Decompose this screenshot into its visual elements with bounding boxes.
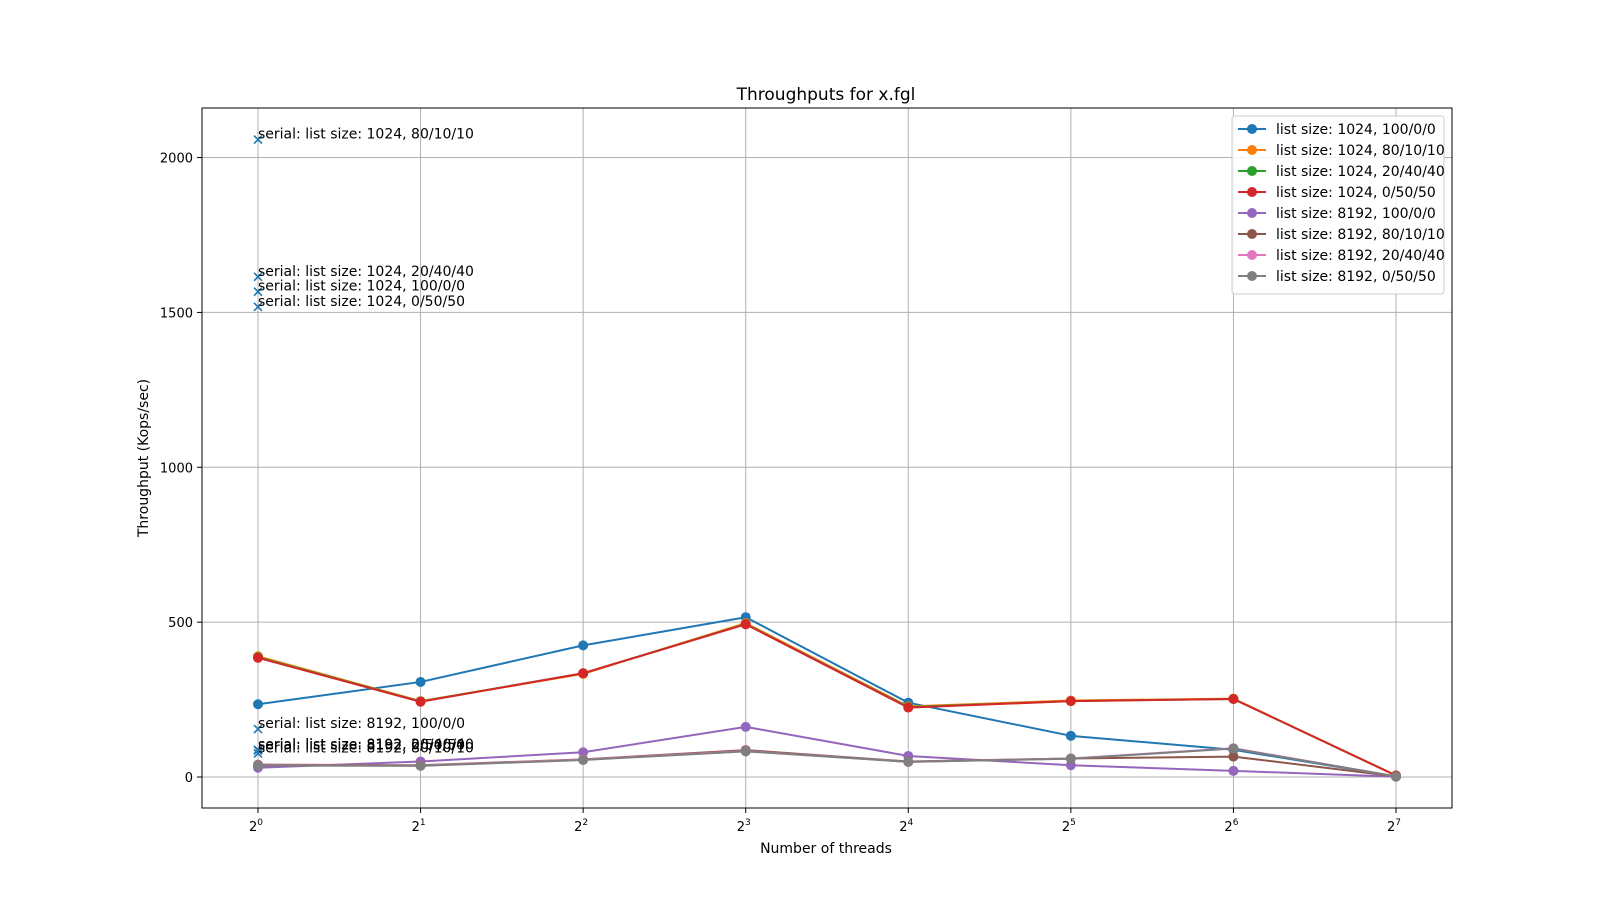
serial-marker-3: serial: list size: 1024, 100/0/0 [253,279,465,297]
legend-label: list size: 1024, 100/0/0 [1276,122,1436,138]
legend-label: list size: 1024, 80/10/10 [1276,143,1445,159]
chart-title: Throughputs for x.fgl [736,85,916,105]
x-tick-label: 22 [574,818,588,835]
plot-frame [201,107,1453,809]
series-point [1391,771,1401,782]
y-tick-label: 500 [168,616,193,631]
serial-marker-2: serial: list size: 1024, 20/40/40 [253,264,474,282]
series-point [253,652,263,663]
x-tick-label: 21 [412,818,426,835]
series-point [1065,730,1076,741]
series-line [257,725,1397,778]
legend-item-2: list size: 1024, 80/10/10 [1238,143,1445,159]
serial-annotation: serial: list size: 1024, 0/50/50 [258,294,465,310]
serial-annotation: serial: list size: 8192, 80/10/10 [258,740,474,756]
legend-box [1231,115,1445,295]
y-tick-label: 2000 [160,152,193,167]
legend-item-1: list size: 1024, 100/0/0 [1238,122,1436,138]
serial-annotation: serial: list size: 8192, 20/40/40 [258,737,474,753]
legend-label: list size: 1024, 0/50/50 [1276,185,1436,201]
x-tick-label: 25 [1062,818,1076,835]
legend-marker [1247,124,1257,134]
series-point [578,668,589,679]
serial-marker-7: serial: list size: 8192, 0/50/50 [253,737,465,755]
serial-x-stroke [253,272,263,282]
legend-marker [1247,250,1257,260]
series-point [1065,696,1076,707]
series-point [415,760,426,771]
series-point [740,721,751,732]
y-axis-label: Throughput (Kops/sec) [136,379,152,538]
series-point [903,756,914,767]
legend-item-8: list size: 8192, 0/50/50 [1238,269,1436,285]
legend-item-6: list size: 8192, 80/10/10 [1238,227,1445,243]
series-point [740,746,751,757]
series-line [257,623,1397,777]
serial-marker-5: serial: list size: 8192, 100/0/0 [253,716,465,734]
serial-marker-1: serial: list size: 1024, 80/10/10 [253,127,474,145]
x-axis-ticks: 20 21 22 23 24 25 26 27 [249,808,1401,835]
serial-annotation: serial: list size: 8192, 0/50/50 [258,737,465,753]
legend-item-4: list size: 1024, 0/50/50 [1238,185,1436,201]
serial-x-stroke [253,748,263,759]
series-point [903,702,914,713]
legend-item-5: list size: 8192, 100/0/0 [1238,206,1436,222]
x-tick-label: 24 [899,818,913,835]
series-point [1228,693,1239,704]
series-8 [253,743,1401,782]
legend-label: list size: 8192, 100/0/0 [1276,206,1436,222]
y-axis-ticks: 0 500 1000 1500 2000 [160,152,202,786]
serial-x-stroke [253,302,263,312]
serial-layer: serial: list size: 1024, 80/10/10 serial:… [253,127,474,759]
serial-annotation: serial: list size: 1024, 100/0/0 [258,279,465,295]
y-tick-label: 0 [185,771,193,786]
series-point [1065,753,1076,764]
series-layer [253,612,1401,782]
legend-marker [1247,208,1257,218]
legend-marker [1247,271,1257,281]
serial-x-stroke [253,287,263,297]
x-tick-label: 26 [1224,818,1238,835]
serial-marker-4: serial: list size: 1024, 0/50/50 [253,294,465,312]
series-point [1228,765,1239,776]
x-tick-label: 23 [737,818,751,835]
series-line [257,747,1397,778]
series-point [1228,743,1239,754]
series-point [253,760,263,771]
legend-marker [1247,229,1257,239]
series-point [740,619,751,630]
x-tick-label: 27 [1387,818,1401,835]
legend-marker [1247,187,1257,197]
serial-x-stroke [253,745,263,755]
legend-marker [1247,166,1257,176]
serial-annotation: serial: list size: 8192, 100/0/0 [258,716,465,732]
serial-x-stroke [253,724,263,734]
series-point [415,696,426,707]
serial-annotation: serial: list size: 1024, 80/10/10 [258,127,474,143]
legend-marker [1247,145,1257,155]
serial-annotation: serial: list size: 1024, 20/40/40 [258,264,474,280]
legend-item-3: list size: 1024, 20/40/40 [1238,164,1445,180]
serial-x-stroke [253,135,263,145]
y-tick-label: 1500 [160,306,193,321]
legend-label: list size: 8192, 20/40/40 [1276,248,1445,264]
legend-label: list size: 8192, 80/10/10 [1276,227,1445,243]
series-point [578,640,589,651]
legend-label: list size: 1024, 20/40/40 [1276,164,1445,180]
y-tick-label: 1000 [160,461,193,476]
series-point [578,754,589,765]
x-axis-label: Number of threads [760,841,892,857]
legend-label: list size: 8192, 0/50/50 [1276,269,1436,285]
series-point [578,747,589,758]
series-point [415,676,426,687]
legend-item-7: list size: 8192, 20/40/40 [1238,248,1445,264]
x-tick-label: 20 [249,818,263,835]
serial-marker-8: serial: list size: 8192, 80/10/10 [253,740,474,759]
series-point [253,699,263,710]
series-line [257,616,1397,778]
series-point [1228,751,1239,762]
legend: list size: 1024, 100/0/0 list size: 1024,… [1231,115,1445,295]
